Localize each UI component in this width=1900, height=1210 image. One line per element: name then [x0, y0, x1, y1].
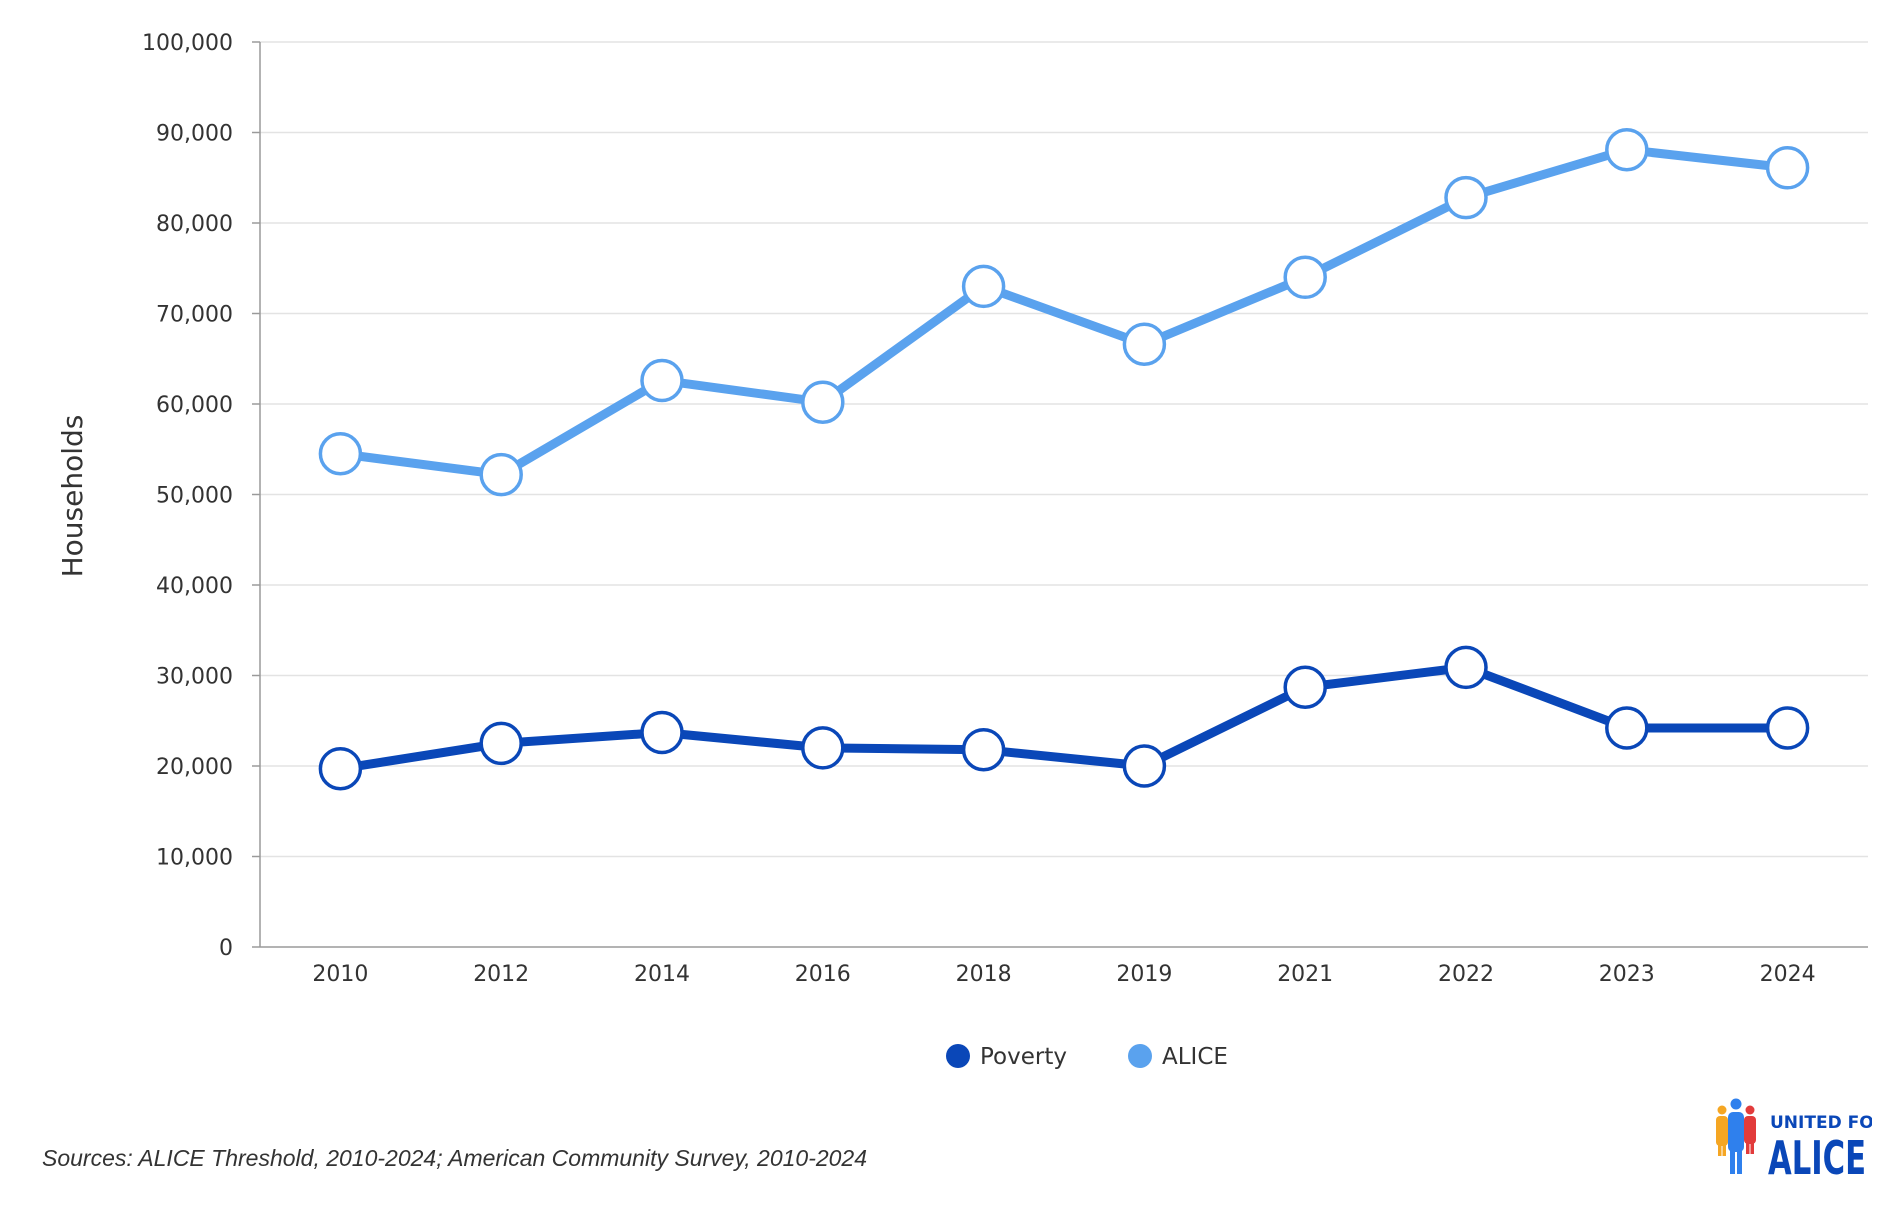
- x-tick-label: 2016: [795, 962, 851, 987]
- y-tick-label: 30,000: [156, 665, 233, 690]
- poverty-data-point: [1283, 665, 1327, 710]
- alice-data-point: [1605, 127, 1649, 172]
- poverty-data-point: [1765, 706, 1810, 750]
- x-tick-label: 2022: [1438, 962, 1494, 987]
- alice-data-point: [1444, 175, 1488, 220]
- poverty-data-point: [801, 726, 845, 770]
- y-tick-labels: 0 10,000 20,000 30,000 40,000 50,000 60,000 70,…: [142, 31, 233, 961]
- y-axis-title: Households: [56, 415, 89, 578]
- poverty-data-point: [1122, 744, 1167, 788]
- x-tick-label: 2024: [1760, 962, 1816, 987]
- legend-label-poverty: Poverty: [980, 1044, 1067, 1070]
- y-tick-label: 40,000: [156, 574, 233, 599]
- legend: Poverty ALICE: [946, 1044, 1228, 1070]
- alice-series-line: [335, 145, 1793, 480]
- poverty-data-point: [640, 710, 684, 755]
- alice-data-point: [961, 264, 1006, 309]
- alice-data-point: [318, 432, 363, 476]
- x-tick-label: 2018: [956, 962, 1012, 987]
- poverty-data-point: [961, 727, 1006, 772]
- logo-text-line1: UNITED FOR: [1770, 1113, 1872, 1133]
- y-tick-label: 70,000: [156, 303, 233, 328]
- legend-label-alice: ALICE: [1162, 1044, 1228, 1070]
- legend-swatch-poverty: [946, 1044, 970, 1068]
- alice-data-point: [640, 358, 684, 403]
- alice-data-point: [1283, 255, 1327, 300]
- x-tick-labels: 2010 2012 2014 2016 2018 2019 2021 2022 2023 2024: [312, 962, 1815, 987]
- alice-data-point: [1765, 146, 1810, 190]
- source-note: Sources: ALICE Threshold, 2010-2024; Ame…: [42, 1145, 868, 1171]
- poverty-data-point: [1605, 706, 1649, 750]
- y-tick-label: 80,000: [156, 212, 233, 237]
- x-tick-label: 2012: [473, 962, 529, 987]
- x-tick-label: 2014: [634, 962, 690, 987]
- x-tick-label: 2021: [1277, 962, 1333, 987]
- gridlines: [260, 41, 1868, 858]
- x-tick-label: 2023: [1599, 962, 1655, 987]
- alice-data-point: [801, 380, 845, 424]
- y-tick-label: 100,000: [142, 31, 233, 56]
- legend-swatch-alice: [1128, 1044, 1152, 1068]
- poverty-data-point: [318, 746, 363, 791]
- logo-text-line2: ALICE: [1768, 1131, 1866, 1182]
- poverty-data-point: [479, 721, 523, 766]
- alice-data-point: [1122, 322, 1167, 367]
- y-tick-label: 60,000: [156, 393, 233, 418]
- alice-data-point: [479, 452, 523, 497]
- series: [318, 127, 1810, 791]
- y-tick-label: 0: [219, 936, 233, 961]
- axes: [252, 41, 1868, 948]
- x-tick-label: 2019: [1116, 962, 1172, 987]
- y-tick-label: 90,000: [156, 122, 233, 147]
- y-tick-label: 10,000: [156, 846, 233, 871]
- y-tick-label: 50,000: [156, 484, 233, 509]
- x-tick-label: 2010: [312, 962, 368, 987]
- united-for-alice-logo: UNITED FOR ALICE: [1716, 1098, 1872, 1182]
- poverty-series-line: [335, 662, 1793, 774]
- people-figures-icon: [1716, 1098, 1756, 1174]
- poverty-data-point: [1444, 645, 1488, 690]
- y-tick-label: 20,000: [156, 755, 233, 780]
